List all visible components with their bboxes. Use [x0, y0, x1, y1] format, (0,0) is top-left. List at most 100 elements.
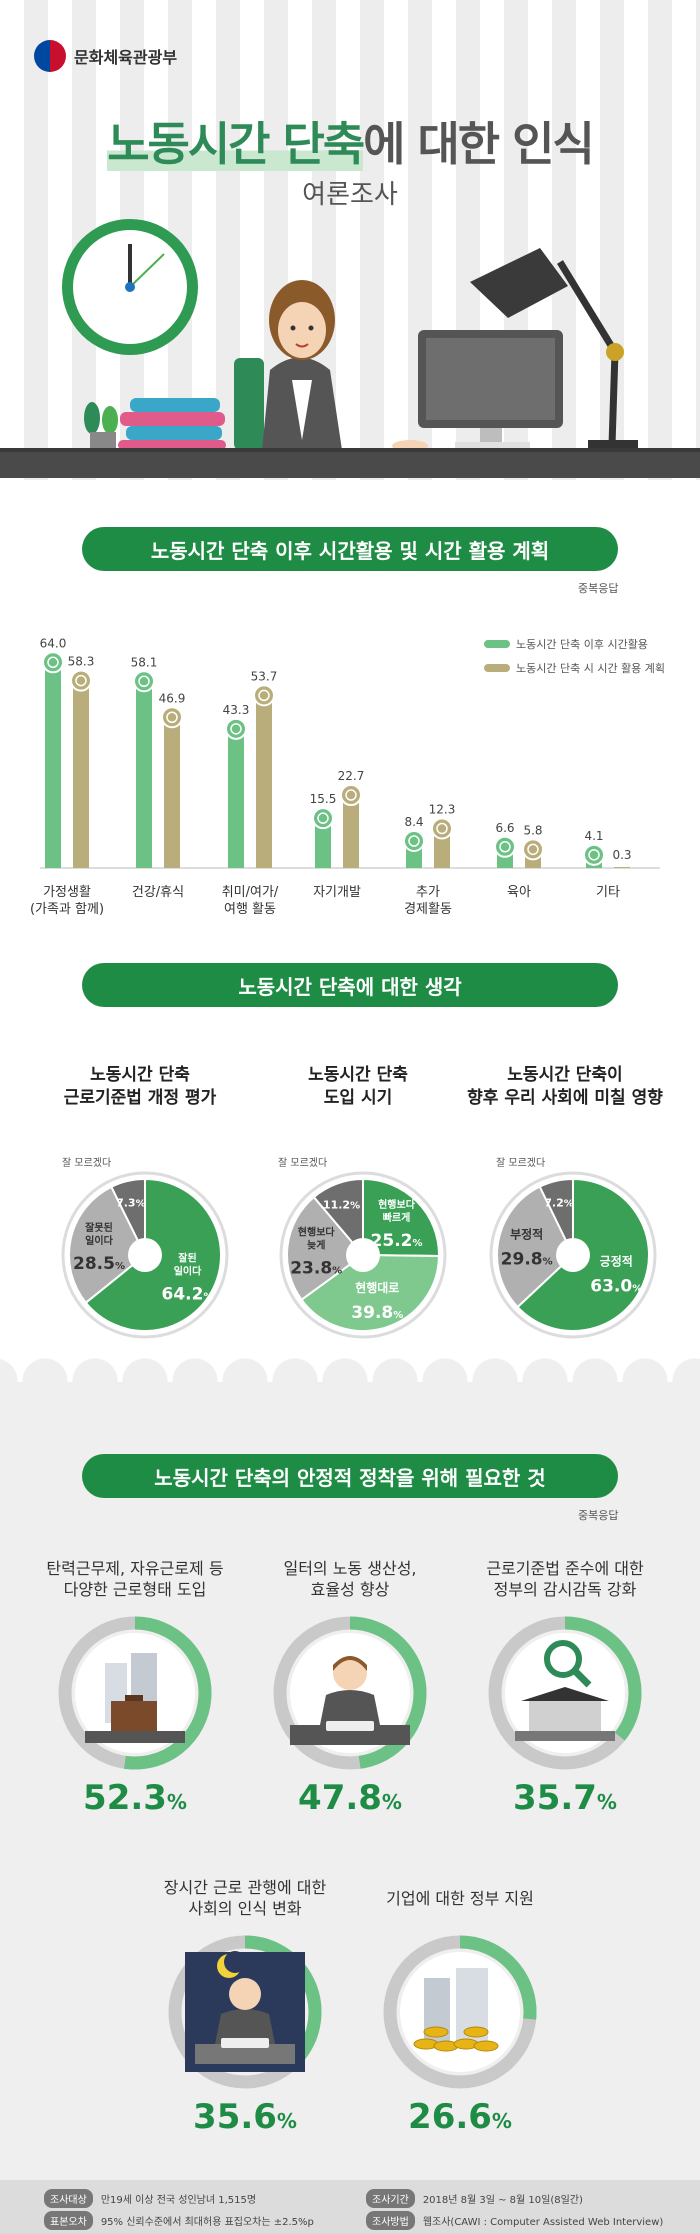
- marker-circle: [522, 838, 544, 861]
- pie-slice-label-2: 늦게: [307, 1238, 325, 1251]
- pie-value-1: 39.8%: [351, 1303, 403, 1323]
- footer-target: 조사대상 만19세 이상 전국 성인남녀 1,515명: [44, 2189, 256, 2208]
- value-label-plan-5: 5.8: [523, 823, 542, 837]
- desk-lamp-icon: [470, 248, 638, 450]
- coin-3: [473, 2040, 499, 2052]
- head: [229, 1978, 261, 2010]
- briefcase-handle: [125, 1695, 143, 1701]
- need-donut-3: [168, 1935, 322, 2089]
- footer-error-tag: 표본오차: [44, 2211, 93, 2230]
- value-label-after-1: 58.1: [131, 655, 158, 669]
- need-percent-0: 52.3%: [35, 1778, 235, 1818]
- bar-legend: 노동시간 단축 이후 시간활용 노동시간 단축 시 시간 활용 계획: [484, 636, 665, 684]
- pie3-unknown-label: 잘 모르겠다: [496, 1158, 546, 1169]
- body: [320, 1690, 380, 1725]
- page-title: 노동시간 단축에 대한 인식: [0, 108, 700, 174]
- marker-inner: [166, 711, 178, 723]
- pie-slice-label-1: 부정적: [510, 1226, 543, 1241]
- footer-period-text: 2018년 8월 3일 ~ 8월 10일(8일간): [422, 2195, 583, 2206]
- facade: [529, 1701, 601, 1731]
- value-label-plan-0: 58.3: [68, 655, 95, 669]
- need-percent-2: 35.7%: [465, 1778, 665, 1818]
- pie-value-0: 25.2%: [371, 1231, 423, 1251]
- marker-inner: [499, 841, 511, 853]
- bar-after-0: [45, 662, 61, 868]
- category-label-4: 추가: [416, 885, 440, 900]
- bar-plan-0: [73, 680, 89, 868]
- pencil-icon: [431, 817, 453, 840]
- building: [424, 1978, 450, 2048]
- pie-value-number: 7.3: [116, 1196, 136, 1209]
- bar-plan-6: [614, 867, 630, 868]
- moon-cut: [224, 1951, 246, 1973]
- pie-value-2: 7.2%: [544, 1196, 574, 1209]
- pencil-icon: [340, 784, 362, 807]
- marker-circle: [312, 807, 334, 830]
- section1-title: 노동시간 단축 이후 시간활용 및 시간 활용 계획: [82, 527, 618, 571]
- donut-value-arc: [349, 1616, 427, 1769]
- chair-icon: [234, 358, 264, 450]
- pie-value-unit: %: [543, 1256, 553, 1267]
- header-illustration: 문화체육관광부 노동시간 단축에 대한 인식 여론조사: [0, 0, 700, 480]
- need-title-line-0: 탄력근무제, 자유근로제 등: [46, 1559, 224, 1578]
- need-title-line-2: 정부의 감시감독 강화: [493, 1580, 637, 1599]
- pie-value-0: 63.0%: [590, 1277, 642, 1297]
- pie-slice-0: [362, 1177, 440, 1257]
- pie-value-number: 63.0: [590, 1277, 632, 1297]
- legend-item-plan: 노동시간 단축 시 시간 활용 계획: [484, 660, 665, 676]
- category-label-0: 가정생활: [43, 885, 91, 900]
- pie-value-2: 7.3%: [116, 1196, 146, 1209]
- pie-slice-3: [312, 1177, 364, 1258]
- pie-slice-label-0: 빠르게: [383, 1211, 411, 1224]
- section3-title: 노동시간 단축의 안정적 정착을 위해 필요한 것: [82, 1454, 618, 1498]
- books-icon: [118, 398, 226, 450]
- keyboard: [326, 1721, 374, 1731]
- need-title-line-2: 근로기준법 준수에 대한: [486, 1559, 644, 1578]
- marker-inner: [588, 849, 600, 861]
- desk: [0, 452, 700, 478]
- section2-title: 노동시간 단축에 대한 생각: [82, 963, 618, 1007]
- footer-method-tag: 조사방법: [366, 2211, 415, 2230]
- value-label-after-5: 6.6: [495, 821, 514, 835]
- pie-value-unit: %: [115, 1261, 125, 1272]
- need-donut-4: [383, 1935, 537, 2089]
- marker-inner: [408, 835, 420, 847]
- pie-value-number: 23.8: [290, 1258, 332, 1278]
- pie-value-unit: %: [632, 1284, 642, 1295]
- pie-slice-1: [300, 1253, 441, 1332]
- briefcase: [111, 1701, 157, 1731]
- office-worker-icon: [262, 280, 428, 452]
- marker-circle: [583, 843, 605, 866]
- legend-label-after: 노동시간 단축 이후 시간활용: [516, 638, 648, 651]
- org-name: 문화체육관광부: [74, 48, 178, 67]
- need-title-line-3: 장시간 근로 관행에 대한: [163, 1878, 327, 1897]
- category-label-0: (가족과 함께): [30, 902, 104, 917]
- value-label-plan-3: 22.7: [338, 769, 365, 783]
- pie-center-hole: [346, 1238, 380, 1272]
- legend-swatch-after: [484, 640, 510, 648]
- coin-5: [463, 2026, 489, 2038]
- marker-circle: [403, 830, 425, 852]
- title-highlight: 노동시간 단축: [107, 117, 365, 171]
- bar-plan-1: [164, 717, 180, 868]
- alarm-clock-icon: [225, 717, 247, 740]
- pie-slice-label-1: 일이다: [85, 1234, 113, 1247]
- pie3-title-line2: 향후 우리 사회에 미칠 영향: [467, 1088, 663, 1108]
- category-label-1: 건강/휴식: [132, 885, 184, 900]
- pie2-unknown-label: 잘 모르겠다: [278, 1158, 328, 1169]
- donut-value-arc: [564, 1616, 642, 1741]
- need-donut-2: [488, 1616, 642, 1770]
- need-percent-1: 47.8%: [250, 1778, 450, 1818]
- pie3-title-line1: 노동시간 단축이: [507, 1065, 623, 1085]
- roof: [521, 1687, 609, 1701]
- marker-inner: [527, 843, 539, 856]
- category-label-2: 취미/여가/: [222, 885, 279, 900]
- alarm-clock-icon: [494, 835, 516, 858]
- pencil-icon: [161, 706, 183, 729]
- footer-method-text: 웹조사(CAWI : Computer Assisted Web Intervi…: [422, 2217, 664, 2228]
- pie-value-1: 29.8%: [501, 1249, 553, 1269]
- pie1-unknown-label: 잘 모르겠다: [62, 1158, 112, 1169]
- alarm-clock-icon: [42, 651, 64, 674]
- pie-value-number: 29.8: [501, 1249, 543, 1269]
